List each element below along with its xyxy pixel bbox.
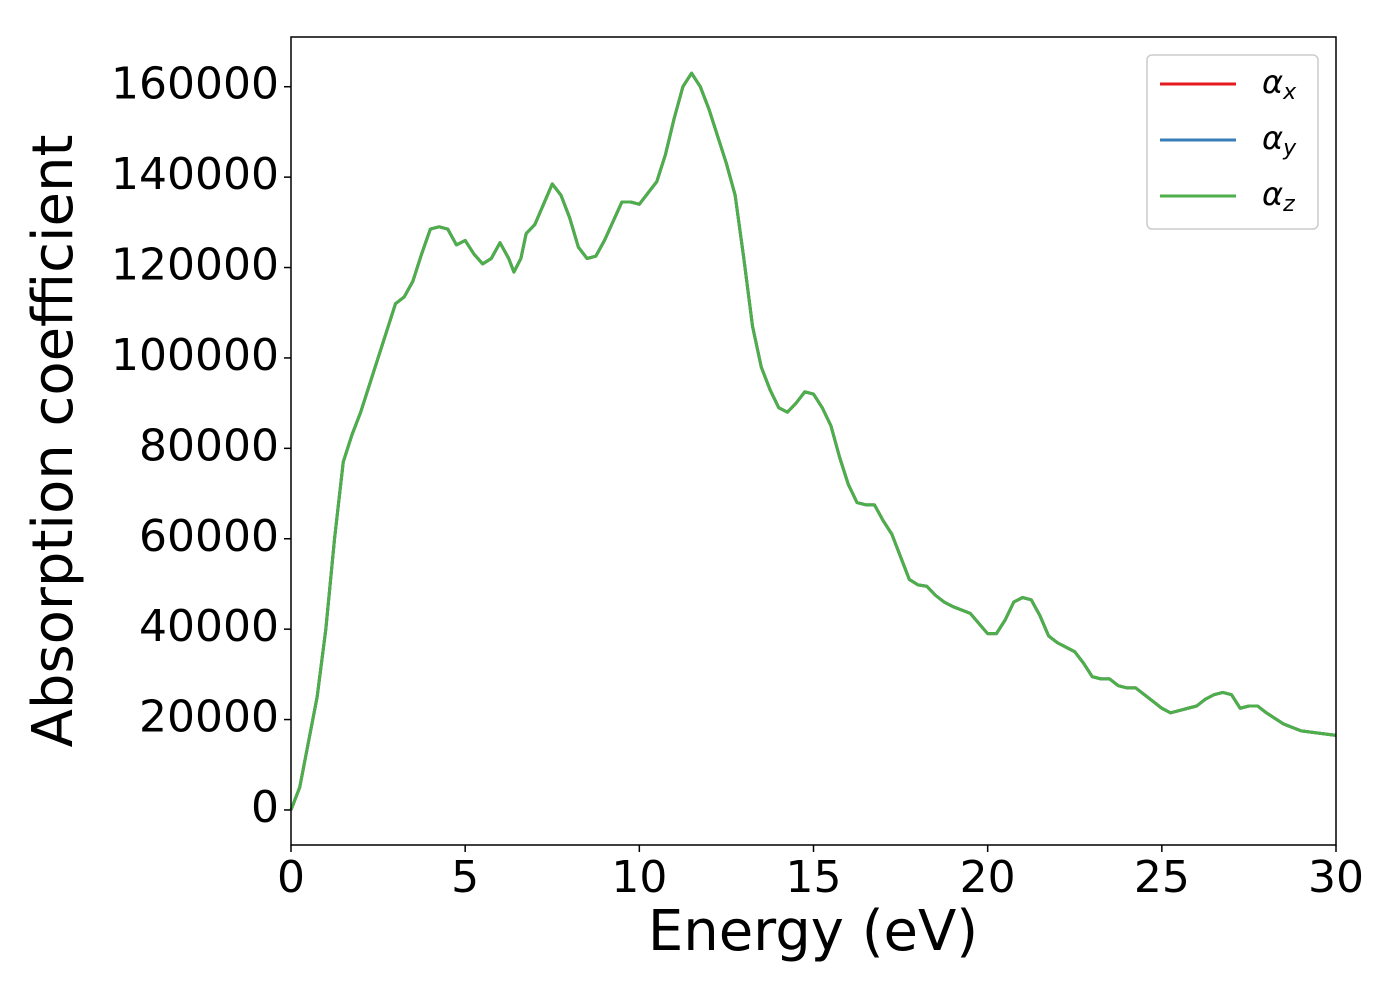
- x-tick-label: 10: [611, 852, 667, 903]
- x-axis-label: Energy (eV): [648, 899, 978, 964]
- y-tick-label: 60000: [139, 511, 279, 562]
- y-tick-label: 80000: [139, 420, 279, 471]
- y-tick-label: 120000: [111, 240, 279, 291]
- y-tick-label: 160000: [111, 59, 279, 110]
- x-tick-label: 30: [1308, 852, 1364, 903]
- y-tick-label: 0: [251, 782, 279, 833]
- legend-label: αz: [1262, 175, 1295, 217]
- y-tick-label: 100000: [111, 330, 279, 381]
- plot-frame: [290, 36, 1337, 846]
- x-tick-label: 25: [1134, 852, 1190, 903]
- y-axis-label: Absorption coefficient: [21, 135, 86, 748]
- legend-label: αy: [1262, 119, 1297, 161]
- legend-box: [1146, 54, 1319, 230]
- x-tick-label: 5: [451, 852, 479, 903]
- y-tick-label: 40000: [139, 601, 279, 652]
- y-tick-label: 140000: [111, 149, 279, 200]
- x-tick-label: 20: [960, 852, 1016, 903]
- y-tick-label: 20000: [139, 692, 279, 743]
- x-tick-label: 0: [277, 852, 305, 903]
- legend: αx αy αz: [1146, 54, 1319, 230]
- series-line: [289, 71, 1337, 811]
- x-tick-label: 15: [786, 852, 842, 903]
- legend-label: αx: [1262, 63, 1297, 105]
